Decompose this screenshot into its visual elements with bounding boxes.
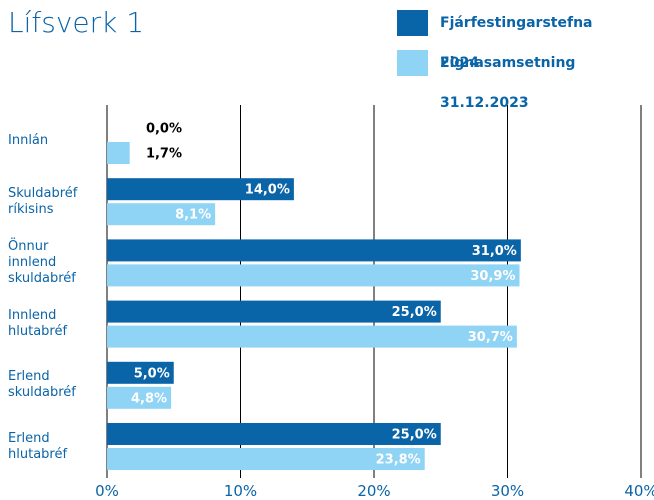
value-label: 23,8% xyxy=(376,453,421,468)
category-label: Skuldabréf ríkisins xyxy=(8,185,78,217)
bar xyxy=(107,423,441,445)
category-label: Erlend hlutabréf xyxy=(8,430,68,462)
value-label: 4,8% xyxy=(131,391,167,406)
legend-label: Fjárfestingarstefna 2024 xyxy=(440,15,593,71)
value-label: 25,0% xyxy=(392,305,437,320)
bar xyxy=(107,203,216,226)
bar xyxy=(107,264,520,287)
value-label: 1,7% xyxy=(146,147,182,162)
bar xyxy=(107,361,174,384)
bar xyxy=(107,178,294,201)
bar xyxy=(107,239,521,262)
bar xyxy=(107,142,130,164)
value-label: 30,9% xyxy=(470,269,515,284)
category-label: Innlán xyxy=(8,132,49,148)
x-tick-label: 10% xyxy=(223,482,258,500)
value-label: 14,0% xyxy=(245,183,290,198)
x-tick-label: 20% xyxy=(357,482,391,500)
category-label: Erlend skuldabréf xyxy=(8,369,76,401)
legend-label: Eignasamsetning 31.12.2023 xyxy=(440,55,576,111)
legend-swatch xyxy=(397,50,428,76)
x-tick-label: 40% xyxy=(624,482,654,500)
category-label: Innlend hlutabréf xyxy=(8,308,68,340)
value-label: 0,0% xyxy=(146,122,182,137)
bar xyxy=(107,300,441,323)
value-label: 5,0% xyxy=(134,366,170,381)
bar xyxy=(107,325,517,348)
value-label: 30,7% xyxy=(468,330,513,345)
value-label: 25,0% xyxy=(392,428,437,443)
bar xyxy=(107,448,425,470)
legend-swatch xyxy=(397,10,428,36)
x-tick-label: 0% xyxy=(95,482,119,500)
bar xyxy=(107,386,172,409)
x-tick-label: 30% xyxy=(490,482,525,500)
value-label: 31,0% xyxy=(472,244,517,259)
value-label: 8,1% xyxy=(175,208,211,223)
chart-title: Lífsverk 1 xyxy=(8,6,145,39)
category-label: Önnur innlend skuldabréf xyxy=(8,238,76,286)
